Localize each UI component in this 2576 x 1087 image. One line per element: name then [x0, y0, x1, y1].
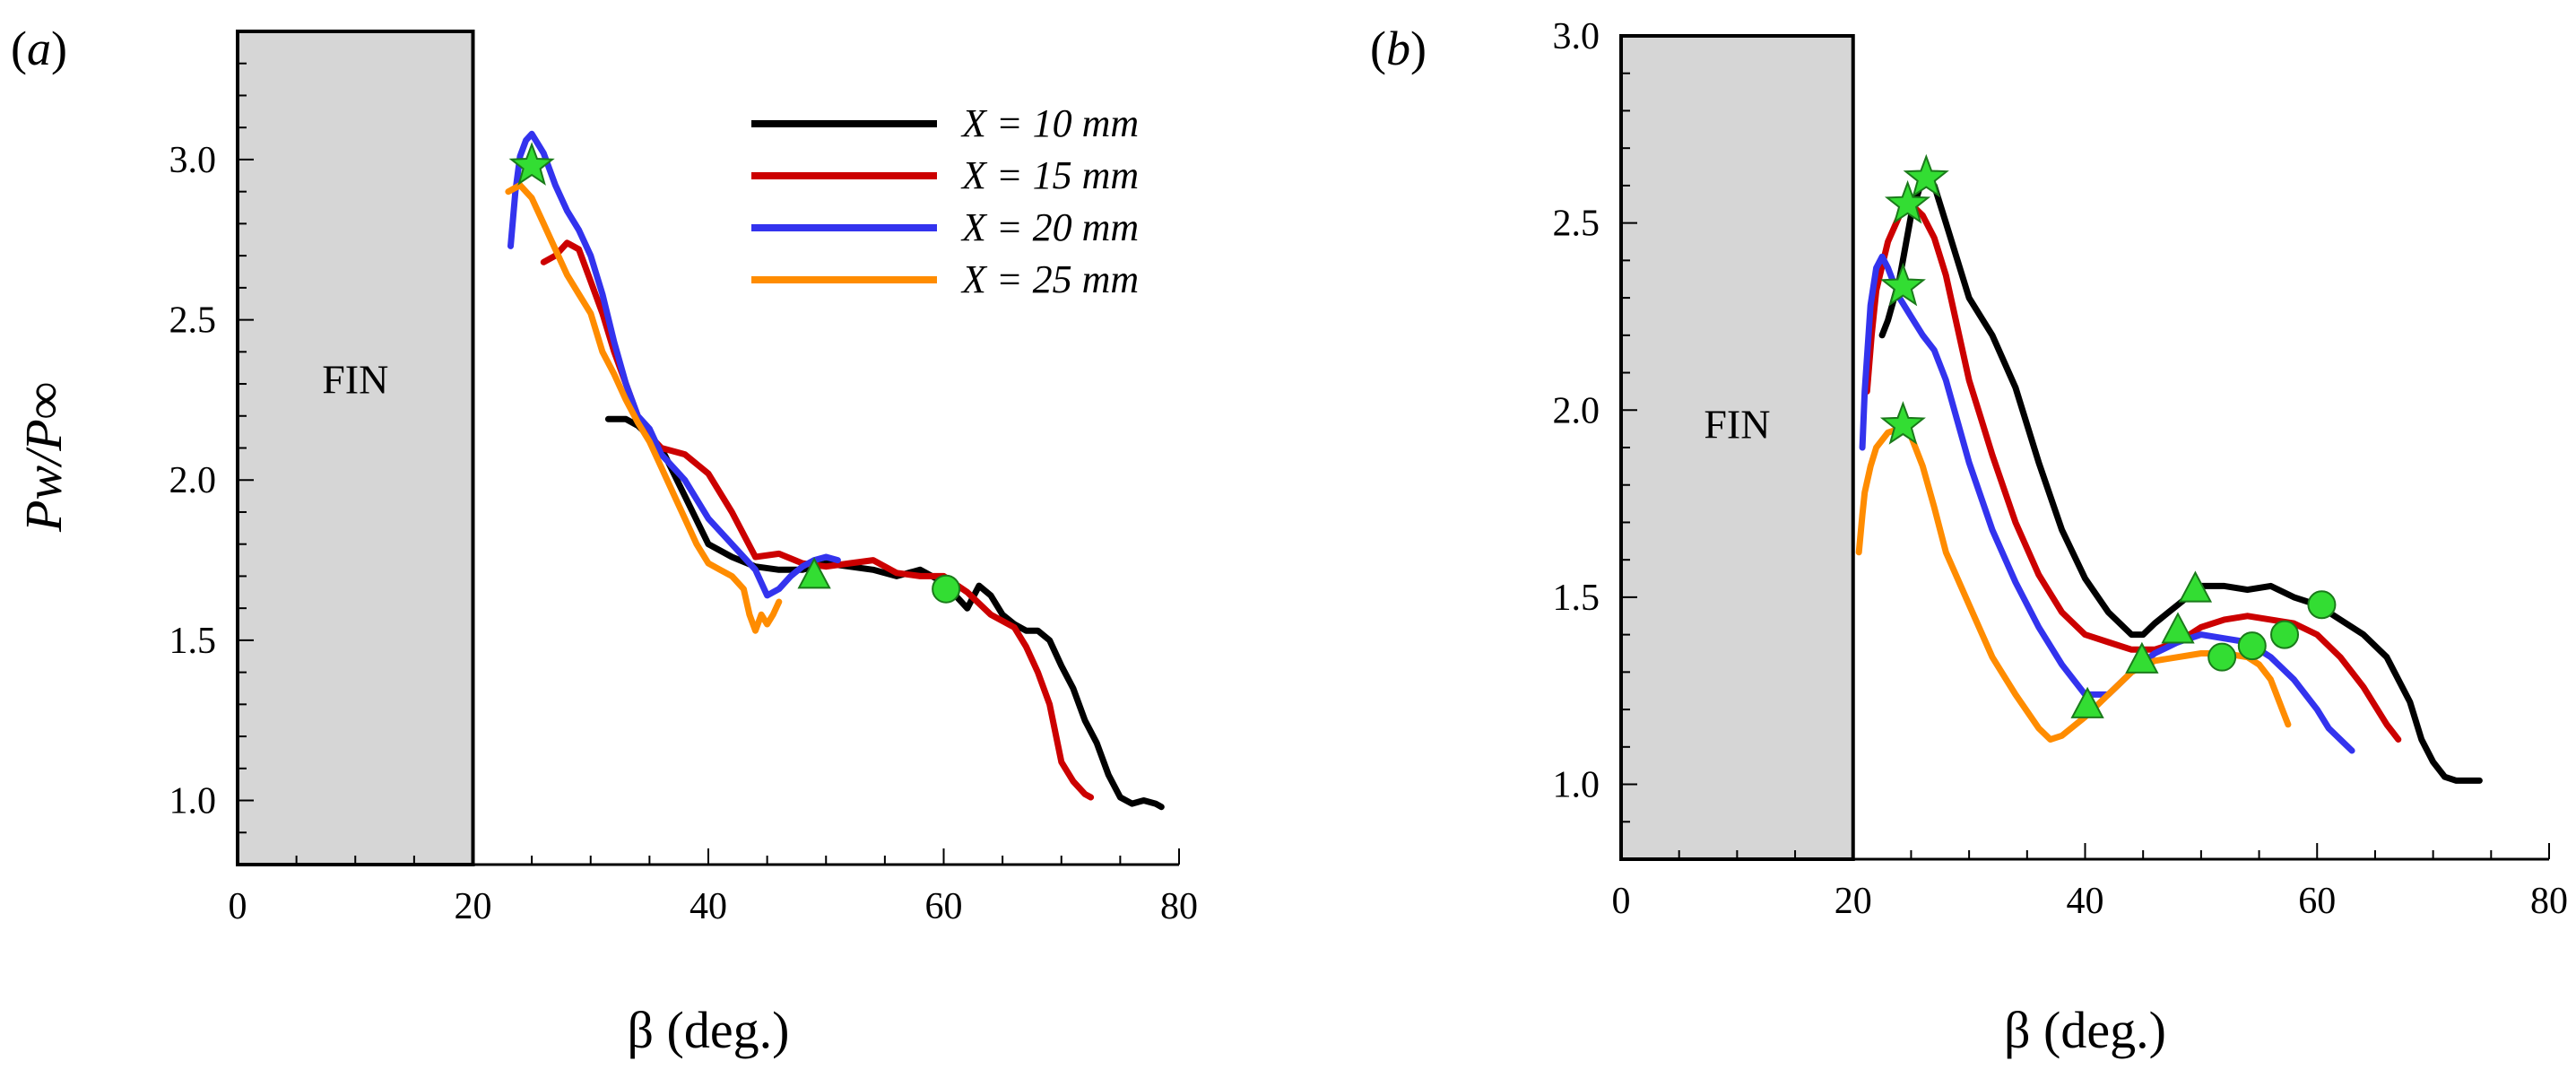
series-line-2 [540, 239, 1095, 801]
x-axis-label: β (deg.) [628, 1001, 790, 1059]
x-tick-label: 0 [1612, 881, 1631, 922]
panel-label-close: ) [51, 22, 67, 75]
series-line-4 [505, 182, 783, 634]
series-line-3 [507, 130, 841, 599]
x-tick-label: 60 [925, 886, 963, 927]
x-tick-label: 60 [2298, 881, 2336, 922]
fin-region [236, 30, 475, 866]
triangle-marker [2125, 641, 2159, 674]
y-tick-label: 2.0 [169, 460, 217, 501]
y-tick-label: 2.0 [1553, 390, 1600, 431]
star-marker [1879, 401, 1926, 445]
series-line-1 [604, 415, 1165, 811]
legend: X = 10 mm X = 15 mm X = 20 mm X = 25 mm [751, 101, 1139, 301]
x-tick-label: 40 [2067, 881, 2104, 922]
panel-label-letter: b [1386, 22, 1410, 75]
circle-marker [2207, 642, 2237, 672]
star-marker [508, 142, 555, 186]
y-tick-label: 1.5 [1553, 578, 1600, 619]
y-tick-label: 1.5 [169, 621, 217, 662]
panel-label-close: ) [1410, 22, 1427, 75]
x-tick-label: 20 [455, 886, 492, 927]
chart-panel-a: FIN 0 20 40 60 80 1.0 1.5 2.0 2.5 3.0 (a) β (deg.) Pw… [11, 22, 1198, 1059]
panel-label-open: ( [1370, 22, 1386, 75]
panel-label-letter: a [27, 22, 51, 75]
triangle-marker [797, 557, 831, 589]
legend-label: X = 20 mm [960, 205, 1139, 249]
star-marker [1903, 153, 1949, 198]
panel-label: (b) [1370, 22, 1427, 75]
circle-marker [2307, 590, 2337, 620]
x-tick-label: 0 [229, 886, 247, 927]
x-tick-label: 80 [2530, 881, 2568, 922]
triangle-marker [2178, 570, 2213, 603]
y-tick-label: 1.0 [1553, 765, 1600, 806]
panel-label-open: ( [11, 22, 27, 75]
x-tick-label: 80 [1160, 886, 1198, 927]
star-marker [1879, 262, 1926, 307]
y-tick-label: 3.0 [169, 140, 217, 181]
triangle-marker [2161, 612, 2195, 644]
legend-label: X = 10 mm [960, 101, 1139, 145]
triangle-marker [2070, 686, 2104, 718]
series-line-2 [1863, 201, 2402, 743]
y-axis-label: Pw/P∞ [14, 382, 73, 533]
chart-panel-b: FIN 0 20 40 60 80 1.0 1.5 2.0 2.5 3.0 (b) β (deg.) [1370, 16, 2568, 1059]
fin-region [1619, 34, 1855, 861]
panel-label: (a) [11, 22, 67, 75]
star-marker [1884, 179, 1931, 224]
fin-label: FIN [322, 357, 388, 403]
series-line-1 [1878, 175, 2483, 784]
y-tick-label: 3.0 [1553, 16, 1600, 57]
series-line-3 [1859, 253, 2355, 754]
x-axis-label: β (deg.) [2004, 1001, 2166, 1059]
y-tick-label: 2.5 [1553, 204, 1600, 245]
circle-marker [2237, 631, 2267, 661]
fin-label: FIN [1704, 402, 1770, 448]
x-tick-label: 20 [1834, 881, 1872, 922]
circle-marker [2270, 620, 2300, 649]
legend-label: X = 15 mm [960, 153, 1139, 197]
x-tick-label: 40 [690, 886, 727, 927]
legend-label: X = 25 mm [960, 257, 1139, 301]
y-tick-label: 1.0 [169, 781, 217, 822]
y-tick-label: 2.5 [169, 300, 217, 342]
circle-marker [932, 574, 961, 604]
